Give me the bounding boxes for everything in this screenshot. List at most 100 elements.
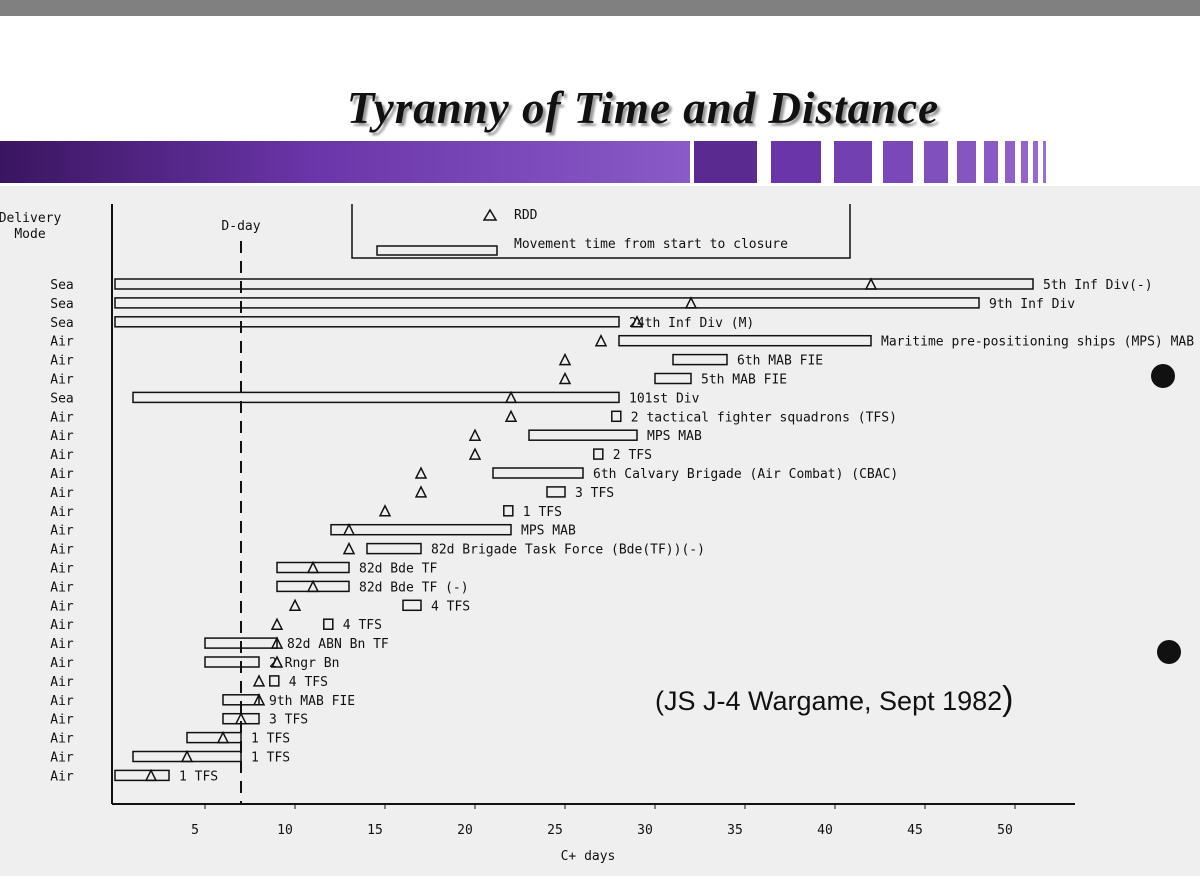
row-unit-label: 82d Bde TF <box>359 562 437 577</box>
rdd-marker <box>342 541 356 555</box>
band-block <box>924 141 948 183</box>
row-unit-label: 82d ABN Bn TF <box>287 637 389 652</box>
movement-bar <box>366 542 422 555</box>
band-block <box>984 141 998 183</box>
row-unit-label: 101st Div <box>629 391 700 406</box>
chart-legend: RDD Movement time from start to closure <box>351 204 851 259</box>
row-mode-label: Air <box>50 543 74 558</box>
gantt-row: Air 82d Bde TF (-) <box>50 579 469 595</box>
movement-bar <box>503 505 514 517</box>
x-tick-label: 50 <box>997 823 1013 838</box>
row-unit-label: 2 TFS <box>613 448 652 463</box>
rdd-marker <box>414 485 428 498</box>
row-unit-label: 9th MAB FIE <box>269 694 355 709</box>
movement-bar <box>186 731 242 744</box>
rdd-marker <box>504 409 518 423</box>
row-mode-label: Air <box>50 505 74 520</box>
rdd-marker <box>594 334 608 347</box>
row-mode-label: Air <box>50 599 74 614</box>
movement-bar <box>593 448 604 460</box>
movement-bar <box>114 297 980 309</box>
movement-bar <box>204 637 278 649</box>
band-block <box>1033 141 1038 183</box>
gantt-row: Air 2 TFS <box>50 447 652 463</box>
x-tick-label: 30 <box>637 823 653 838</box>
rdd-marker <box>234 712 248 725</box>
chart-rows: Sea 5th Inf Div(-) Sea 9th Inf Div Sea 24th I… <box>50 277 1194 784</box>
row-unit-label: 6th Calvary Brigade (Air Combat) (CBAC) <box>593 467 898 482</box>
legend-rdd-marker <box>482 208 498 221</box>
row-unit-label: 6th MAB FIE <box>737 354 823 369</box>
dday-label: D-day <box>221 219 260 234</box>
gantt-row: Air 82d Brigade Task Force (Bde(TF))(-) <box>50 541 705 558</box>
column-header-line1: Delivery <box>0 211 61 226</box>
gantt-row: Air MPS MAB <box>50 523 576 539</box>
rdd-marker <box>252 693 266 706</box>
row-unit-label: 5th Inf Div(-) <box>1043 278 1153 293</box>
row-mode-label: Air <box>50 486 74 501</box>
row-unit-label: 1 TFS <box>251 732 290 747</box>
rdd-marker <box>468 447 482 460</box>
row-unit-label: 4 TFS <box>289 675 328 690</box>
rdd-marker <box>504 390 518 404</box>
x-tick-label: 10 <box>277 823 293 838</box>
gantt-row: Air MPS MAB <box>50 428 702 444</box>
citation-close-paren: ) <box>1002 680 1014 718</box>
row-mode-label: Air <box>50 675 74 690</box>
movement-bar <box>204 656 260 668</box>
citation-text: (JS J-4 Wargame, Sept 1982 <box>655 686 1003 716</box>
movement-bar <box>611 410 622 423</box>
row-mode-label: Air <box>50 618 74 633</box>
band-block <box>1021 141 1028 183</box>
rdd-marker <box>288 598 302 612</box>
x-axis-label: C+ days <box>561 849 616 864</box>
gantt-row: Air 4 TFS <box>50 674 328 690</box>
rdd-marker <box>270 617 284 630</box>
movement-bar <box>402 599 422 612</box>
row-unit-label: Maritime pre-positioning ships (MPS) MAB <box>881 335 1194 350</box>
row-mode-label: Sea <box>50 316 73 331</box>
row-mode-label: Air <box>50 694 74 709</box>
legend-bar-label: Movement time from start to closure <box>514 237 788 252</box>
row-mode-label: Air <box>50 769 74 784</box>
gantt-row: Sea 9th Inf Div <box>50 296 1075 312</box>
rdd-marker <box>270 636 284 649</box>
gantt-row: Air 1 TFS <box>50 749 290 766</box>
movement-bar <box>492 467 584 479</box>
gantt-row: Air 82d Bde TF <box>50 560 437 577</box>
title-underline-band <box>0 141 690 183</box>
gantt-row: Air 1 TFS <box>50 730 290 747</box>
row-mode-label: Air <box>50 467 74 482</box>
x-tick-label: 5 <box>191 823 199 838</box>
row-unit-label: MPS MAB <box>521 524 576 539</box>
movement-bar <box>546 486 566 498</box>
row-mode-label: Air <box>50 751 74 766</box>
gantt-row: Sea 5th Inf Div(-) <box>50 277 1153 293</box>
column-header-line2: Mode <box>14 227 45 242</box>
row-mode-label: Air <box>50 580 74 595</box>
row-mode-label: Air <box>50 448 74 463</box>
movement-bar <box>654 372 692 385</box>
rdd-marker <box>144 768 158 782</box>
band-block <box>883 141 913 183</box>
movement-bar <box>269 675 280 687</box>
slide-title: Tyranny of Time and Distance <box>346 83 940 133</box>
band-block <box>834 141 872 183</box>
gantt-row: Sea 101st Div <box>50 390 700 406</box>
row-mode-label: Air <box>50 335 74 350</box>
legend-frame <box>351 204 851 259</box>
movement-bar <box>323 618 334 630</box>
gantt-row: Air 3 TFS <box>50 712 308 728</box>
row-unit-label: 1 TFS <box>251 751 290 766</box>
row-mode-label: Sea <box>50 391 73 406</box>
gantt-row: Air 3 TFS <box>50 485 614 501</box>
x-tick-label: 15 <box>367 823 383 838</box>
rdd-marker <box>558 371 572 385</box>
row-mode-label: Air <box>50 562 74 577</box>
rdd-marker <box>864 277 878 290</box>
rdd-marker <box>216 730 230 744</box>
band-block <box>957 141 976 183</box>
gantt-row: Air 1 TFS <box>50 768 218 784</box>
